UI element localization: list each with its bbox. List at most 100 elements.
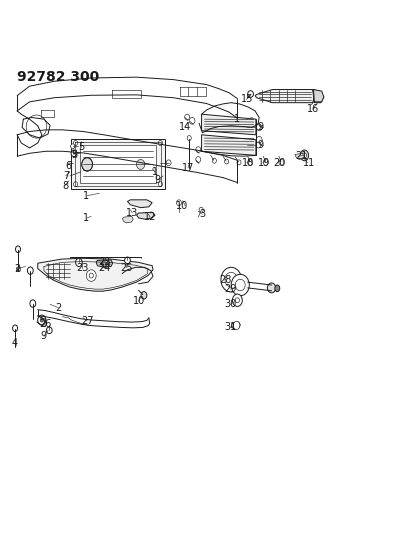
Ellipse shape <box>141 292 147 299</box>
Ellipse shape <box>16 246 21 253</box>
Ellipse shape <box>82 158 93 171</box>
Text: 2: 2 <box>14 263 20 273</box>
Text: 23: 23 <box>76 263 88 273</box>
Text: 5: 5 <box>71 150 77 160</box>
Ellipse shape <box>196 147 201 152</box>
Ellipse shape <box>235 279 245 291</box>
Ellipse shape <box>300 150 309 161</box>
Text: 9: 9 <box>154 175 160 185</box>
Polygon shape <box>202 114 256 135</box>
Text: 21: 21 <box>295 151 307 161</box>
Polygon shape <box>231 322 240 329</box>
Polygon shape <box>313 90 324 103</box>
Ellipse shape <box>231 274 249 296</box>
Ellipse shape <box>279 159 284 165</box>
Ellipse shape <box>137 159 145 169</box>
Ellipse shape <box>268 283 275 293</box>
Text: 18: 18 <box>242 158 254 168</box>
Polygon shape <box>96 260 113 268</box>
Ellipse shape <box>82 158 93 171</box>
Ellipse shape <box>46 327 52 334</box>
Text: 1: 1 <box>83 191 89 201</box>
Ellipse shape <box>27 267 33 274</box>
Ellipse shape <box>71 144 75 149</box>
Text: 31: 31 <box>224 322 237 333</box>
Ellipse shape <box>125 257 131 264</box>
Text: 1: 1 <box>83 213 89 223</box>
Ellipse shape <box>40 318 43 322</box>
Ellipse shape <box>256 142 261 148</box>
Polygon shape <box>137 212 155 219</box>
Ellipse shape <box>248 159 253 165</box>
Ellipse shape <box>221 268 242 292</box>
Ellipse shape <box>256 124 261 130</box>
Text: 92782 300: 92782 300 <box>17 70 100 84</box>
Ellipse shape <box>166 160 171 166</box>
Ellipse shape <box>185 114 190 120</box>
Ellipse shape <box>248 91 254 98</box>
Ellipse shape <box>263 159 268 165</box>
Text: 19: 19 <box>258 158 270 168</box>
Polygon shape <box>38 259 153 291</box>
Ellipse shape <box>85 161 90 167</box>
Ellipse shape <box>102 260 110 267</box>
Polygon shape <box>71 139 165 189</box>
Ellipse shape <box>176 200 181 206</box>
Text: 9: 9 <box>257 140 263 150</box>
Text: 17: 17 <box>182 163 194 173</box>
Ellipse shape <box>212 158 216 163</box>
Ellipse shape <box>237 160 241 165</box>
Text: 24: 24 <box>99 263 111 273</box>
Text: 28: 28 <box>219 274 231 285</box>
Text: 1: 1 <box>234 114 240 124</box>
Text: 22: 22 <box>99 256 111 266</box>
Ellipse shape <box>302 153 306 158</box>
Ellipse shape <box>187 135 191 141</box>
Text: 13: 13 <box>126 208 138 218</box>
Ellipse shape <box>158 141 162 146</box>
Text: 9: 9 <box>41 332 47 342</box>
Polygon shape <box>128 200 152 208</box>
Polygon shape <box>80 145 156 183</box>
Ellipse shape <box>76 259 82 266</box>
Text: 6: 6 <box>66 160 72 171</box>
Text: 12: 12 <box>144 212 156 222</box>
Text: 10: 10 <box>133 296 145 306</box>
Ellipse shape <box>256 136 262 143</box>
Polygon shape <box>313 90 324 102</box>
Text: 27: 27 <box>81 316 93 326</box>
Text: 20: 20 <box>273 158 286 168</box>
Ellipse shape <box>38 315 46 325</box>
Text: 7: 7 <box>64 171 70 181</box>
Text: 14: 14 <box>179 122 191 132</box>
Ellipse shape <box>225 159 229 164</box>
Ellipse shape <box>13 325 18 332</box>
Text: 29: 29 <box>224 284 237 294</box>
Ellipse shape <box>74 182 78 187</box>
Text: 8: 8 <box>63 181 69 191</box>
Ellipse shape <box>74 141 78 146</box>
Text: 11: 11 <box>303 158 316 168</box>
Ellipse shape <box>256 124 262 131</box>
Ellipse shape <box>275 285 280 292</box>
Ellipse shape <box>225 272 237 287</box>
Ellipse shape <box>71 150 77 157</box>
Text: 9: 9 <box>257 122 263 132</box>
Polygon shape <box>202 135 256 155</box>
Text: 15: 15 <box>241 94 253 104</box>
Ellipse shape <box>89 273 93 278</box>
Ellipse shape <box>158 182 162 187</box>
Text: 26: 26 <box>39 319 51 329</box>
Text: 16: 16 <box>306 104 319 114</box>
Ellipse shape <box>233 321 240 329</box>
Text: 2: 2 <box>55 303 62 313</box>
Text: 4: 4 <box>12 337 18 348</box>
Ellipse shape <box>30 300 36 307</box>
Text: 10: 10 <box>176 200 188 211</box>
Polygon shape <box>295 154 304 159</box>
Polygon shape <box>255 90 314 103</box>
Text: 30: 30 <box>224 300 237 309</box>
Ellipse shape <box>196 157 201 163</box>
Text: 5: 5 <box>78 142 84 152</box>
Text: 3: 3 <box>199 209 205 219</box>
